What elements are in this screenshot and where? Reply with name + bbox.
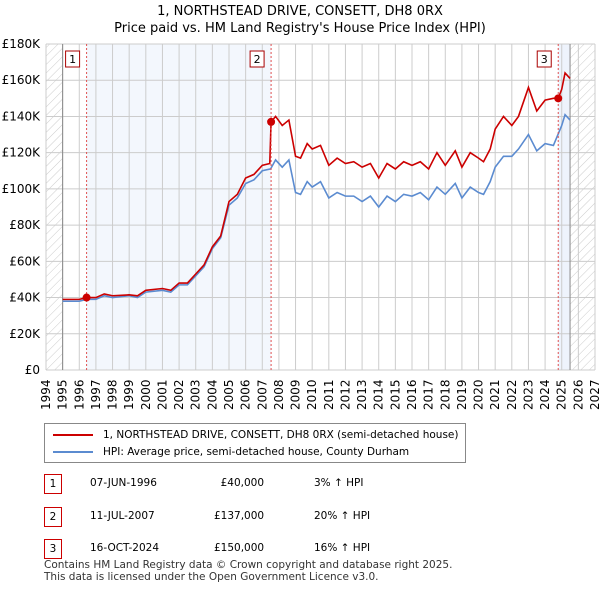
x-tick-label: 2016 (405, 379, 419, 410)
y-tick-label: £100K (2, 182, 42, 196)
legend-swatch-hpi (53, 451, 93, 453)
sale-price: £40,000 (220, 477, 264, 489)
x-tick-label: 2022 (505, 379, 519, 410)
footer-licence: This data is licensed under the Open Gov… (44, 571, 379, 583)
hatched-region-before-data (46, 44, 63, 370)
x-tick-label: 2002 (172, 379, 186, 410)
x-tick-label: 2020 (472, 379, 486, 410)
legend-swatch-property (53, 434, 93, 436)
y-tick-label: £40K (9, 291, 41, 305)
sale-label-box (249, 50, 265, 68)
hatched-region-after-data (570, 44, 595, 370)
x-tick-label: 1996 (72, 379, 86, 410)
x-tick-label: 1995 (56, 379, 70, 410)
sale-row: 1 07-JUN-1996 £40,000 3% ↑ HPI (44, 474, 464, 494)
sale-label-box (536, 50, 552, 68)
x-tick-label: 2008 (272, 379, 286, 410)
y-tick-label: £120K (2, 146, 42, 160)
chart-subtitle: Price paid vs. HM Land Registry's House … (114, 21, 486, 36)
x-tick-label: 2014 (372, 379, 386, 410)
x-tick-label: 2021 (488, 379, 502, 410)
x-tick-label: 2003 (189, 379, 203, 410)
y-tick-label: £60K (9, 254, 41, 268)
legend-label-property: 1, NORTHSTEAD DRIVE, CONSETT, DH8 0RX (s… (103, 429, 459, 441)
sale-label-box (65, 50, 81, 68)
y-tick-label: £160K (2, 73, 42, 87)
sale-date: 11-JUL-2007 (90, 509, 155, 522)
x-tick-label: 2011 (322, 379, 336, 410)
x-tick-label: 1998 (106, 379, 120, 410)
x-tick-label: 2025 (555, 379, 569, 410)
sale-price: £150,000 (214, 542, 265, 554)
price-paid-line (62, 71, 571, 301)
x-tick-label: 2010 (305, 379, 319, 410)
y-tick-label: £0 (25, 363, 40, 377)
x-tick-label: 2001 (155, 379, 169, 410)
x-tick-label: 2007 (255, 379, 269, 410)
legend: 1, NORTHSTEAD DRIVE, CONSETT, DH8 0RX (s… (44, 423, 466, 463)
sale-hpi-change: 20% ↑ HPI (314, 509, 371, 522)
sale-hpi-change: 3% ↑ HPI (314, 477, 364, 489)
x-tick-label: 2024 (538, 379, 552, 410)
y-tick-label: £140K (2, 109, 42, 123)
y-tick-label: £180K (2, 37, 42, 51)
x-tick-label: 1999 (122, 379, 136, 410)
sale-date: 16-OCT-2024 (90, 542, 159, 554)
chart-title: 1, NORTHSTEAD DRIVE, CONSETT, DH8 0RX (157, 4, 443, 19)
y-tick-label: £80K (9, 218, 41, 232)
x-tick-label: 2013 (355, 379, 369, 410)
x-tick-label: 1994 (39, 379, 53, 410)
footer-copyright: Contains HM Land Registry data © Crown c… (44, 559, 453, 571)
x-tick-label: 2006 (239, 379, 253, 410)
x-tick-label: 2015 (388, 379, 402, 410)
sale-point (267, 117, 276, 126)
x-tick-label: 2023 (521, 379, 535, 410)
x-tick-label: 2019 (455, 379, 469, 410)
sale-label: 1 (69, 53, 76, 66)
sale-hpi-change: 16% ↑ HPI (314, 542, 371, 554)
ownership-shading (558, 44, 571, 370)
x-tick-label: 2026 (571, 379, 585, 410)
sale-point (554, 94, 563, 103)
x-tick-label: 1997 (89, 379, 103, 410)
legend-label-hpi: HPI: Average price, semi-detached house,… (103, 446, 410, 458)
sale-point (82, 293, 91, 302)
sale-label: 2 (254, 53, 261, 66)
x-tick-label: 2017 (422, 379, 436, 410)
sale-row: 3 16-OCT-2024 £150,000 16% ↑ HPI (44, 539, 464, 559)
sale-number: 2 (44, 506, 62, 527)
x-tick-label: 2027 (588, 379, 600, 410)
x-tick-label: 2012 (338, 379, 352, 410)
x-tick-label: 2018 (438, 379, 452, 410)
sale-number: 1 (44, 474, 62, 494)
sale-number: 3 (44, 539, 62, 559)
x-tick-label: 2000 (139, 379, 153, 410)
plot-area: 1 2 3 £0 £20K £40K £60K £80K £100K £120K £140K £160… (2, 37, 600, 410)
hpi-line (62, 113, 571, 302)
sale-label: 3 (541, 53, 548, 66)
y-tick-label: £20K (9, 327, 41, 341)
x-tick-label: 2004 (205, 379, 219, 410)
sale-price: £137,000 (214, 509, 265, 522)
sale-row: 2 11-JUL-2007 £137,000 20% ↑ HPI (44, 506, 464, 527)
x-tick-label: 2009 (289, 379, 303, 410)
sale-date: 07-JUN-1996 (90, 477, 157, 489)
x-tick-label: 2005 (222, 379, 236, 410)
